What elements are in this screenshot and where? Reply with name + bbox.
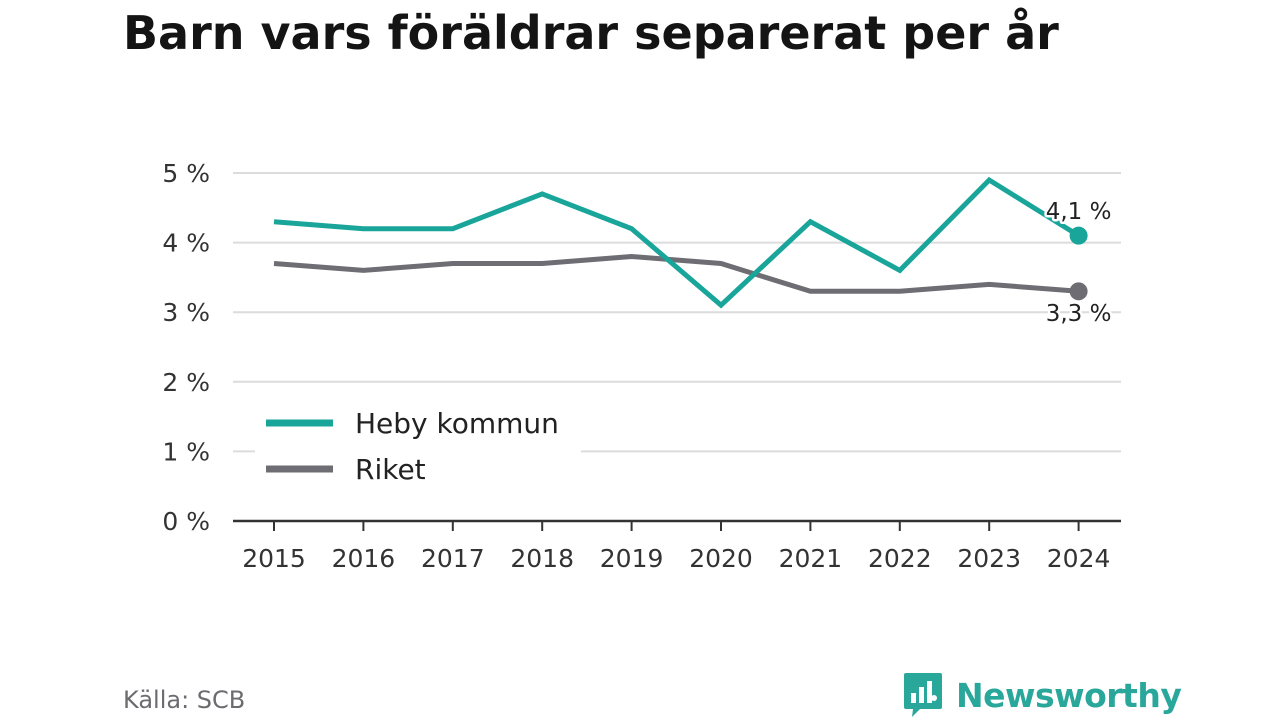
x-tick-label: 2019 xyxy=(600,544,664,573)
y-tick-label: 1 % xyxy=(162,437,210,466)
end-point-marker xyxy=(1069,226,1088,245)
series-line xyxy=(273,176,1080,309)
x-tick-label: 2015 xyxy=(242,544,306,573)
series-lines xyxy=(273,176,1088,309)
y-tick-label: 5 % xyxy=(162,159,210,188)
x-tick-label: 2018 xyxy=(510,544,574,573)
x-tick-label: 2024 xyxy=(1047,544,1111,573)
series-line xyxy=(273,253,1079,294)
x-tick-label: 2021 xyxy=(779,544,843,573)
legend: Heby kommun Riket xyxy=(255,398,581,498)
y-tick-label: 4 % xyxy=(162,229,210,258)
y-tick-label: 3 % xyxy=(162,298,210,327)
x-tick-label: 2017 xyxy=(421,544,485,573)
end-value-labels: 4,1 % 3,3 % xyxy=(1043,197,1114,330)
y-tick-label: 0 % xyxy=(162,507,210,536)
newsworthy-logo-icon xyxy=(904,673,942,717)
end-value-label: 3,3 % xyxy=(1046,301,1112,327)
end-point-marker xyxy=(1069,282,1088,301)
y-tick-label: 2 % xyxy=(162,368,210,397)
brand-name: Newsworthy xyxy=(956,675,1182,715)
legend-background xyxy=(255,398,581,498)
x-tick-label: 2023 xyxy=(957,544,1021,573)
chart-title: Barn vars föräldrar separerat per år xyxy=(123,6,1059,60)
x-tick-label: 2022 xyxy=(868,544,932,573)
source-label: Källa: SCB xyxy=(123,686,246,714)
x-tick-label: 2020 xyxy=(689,544,753,573)
x-tick-label: 2016 xyxy=(332,544,396,573)
y-axis-tick-labels: 0 % 1 % 2 % 3 % 4 % 5 % xyxy=(162,159,210,536)
legend-label: Riket xyxy=(355,453,426,486)
brand-logo: Newsworthy xyxy=(902,670,1182,720)
x-axis: 2015 2016 2017 2018 2019 2020 2021 2022 2023 2024 xyxy=(233,519,1121,573)
end-value-label: 4,1 % xyxy=(1046,199,1112,225)
legend-label: Heby kommun xyxy=(355,407,559,440)
